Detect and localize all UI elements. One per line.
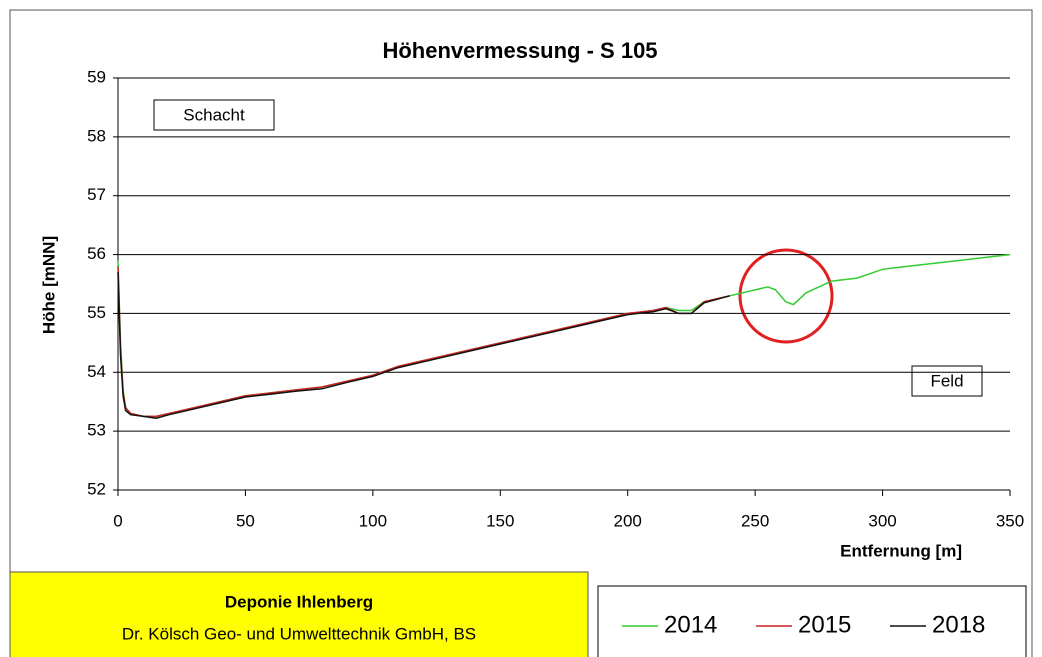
info-subtitle: Dr. Kölsch Geo- und Umwelttechnik GmbH, … xyxy=(122,624,476,643)
y-tick-label: 59 xyxy=(87,67,106,86)
x-tick-label: 100 xyxy=(359,511,387,530)
y-tick-label: 55 xyxy=(87,303,106,322)
legend-label: 2014 xyxy=(664,611,717,638)
annotation-box xyxy=(911,365,983,397)
x-tick-label: 0 xyxy=(113,511,122,530)
y-axis-label: Höhe [mNN] xyxy=(39,236,58,334)
info-title: Deponie Ihlenberg xyxy=(225,592,373,611)
highlight-circle xyxy=(738,248,834,344)
annotation: Schacht xyxy=(183,105,245,124)
series-line xyxy=(117,272,730,419)
annotation-box xyxy=(153,99,275,131)
x-tick-label: 200 xyxy=(614,511,642,530)
x-tick-label: 150 xyxy=(486,511,514,530)
x-tick-label: 50 xyxy=(236,511,255,530)
x-tick-label: 300 xyxy=(868,511,896,530)
legend-label: 2015 xyxy=(798,611,851,638)
x-tick-label: 250 xyxy=(741,511,769,530)
legend-box xyxy=(597,585,1027,657)
y-tick-label: 52 xyxy=(87,479,106,498)
legend-label: 2018 xyxy=(932,611,985,638)
chart-title: Höhenvermessung - S 105 xyxy=(382,38,657,63)
y-tick-label: 56 xyxy=(87,244,106,263)
y-tick-label: 58 xyxy=(87,126,106,145)
info-box xyxy=(9,571,589,657)
x-axis-label: Entfernung [m] xyxy=(840,541,962,560)
x-tick-label: 350 xyxy=(996,511,1024,530)
y-tick-label: 53 xyxy=(87,421,106,440)
annotation: Feld xyxy=(930,371,963,390)
y-tick-label: 57 xyxy=(87,185,106,204)
y-tick-label: 54 xyxy=(87,362,106,381)
